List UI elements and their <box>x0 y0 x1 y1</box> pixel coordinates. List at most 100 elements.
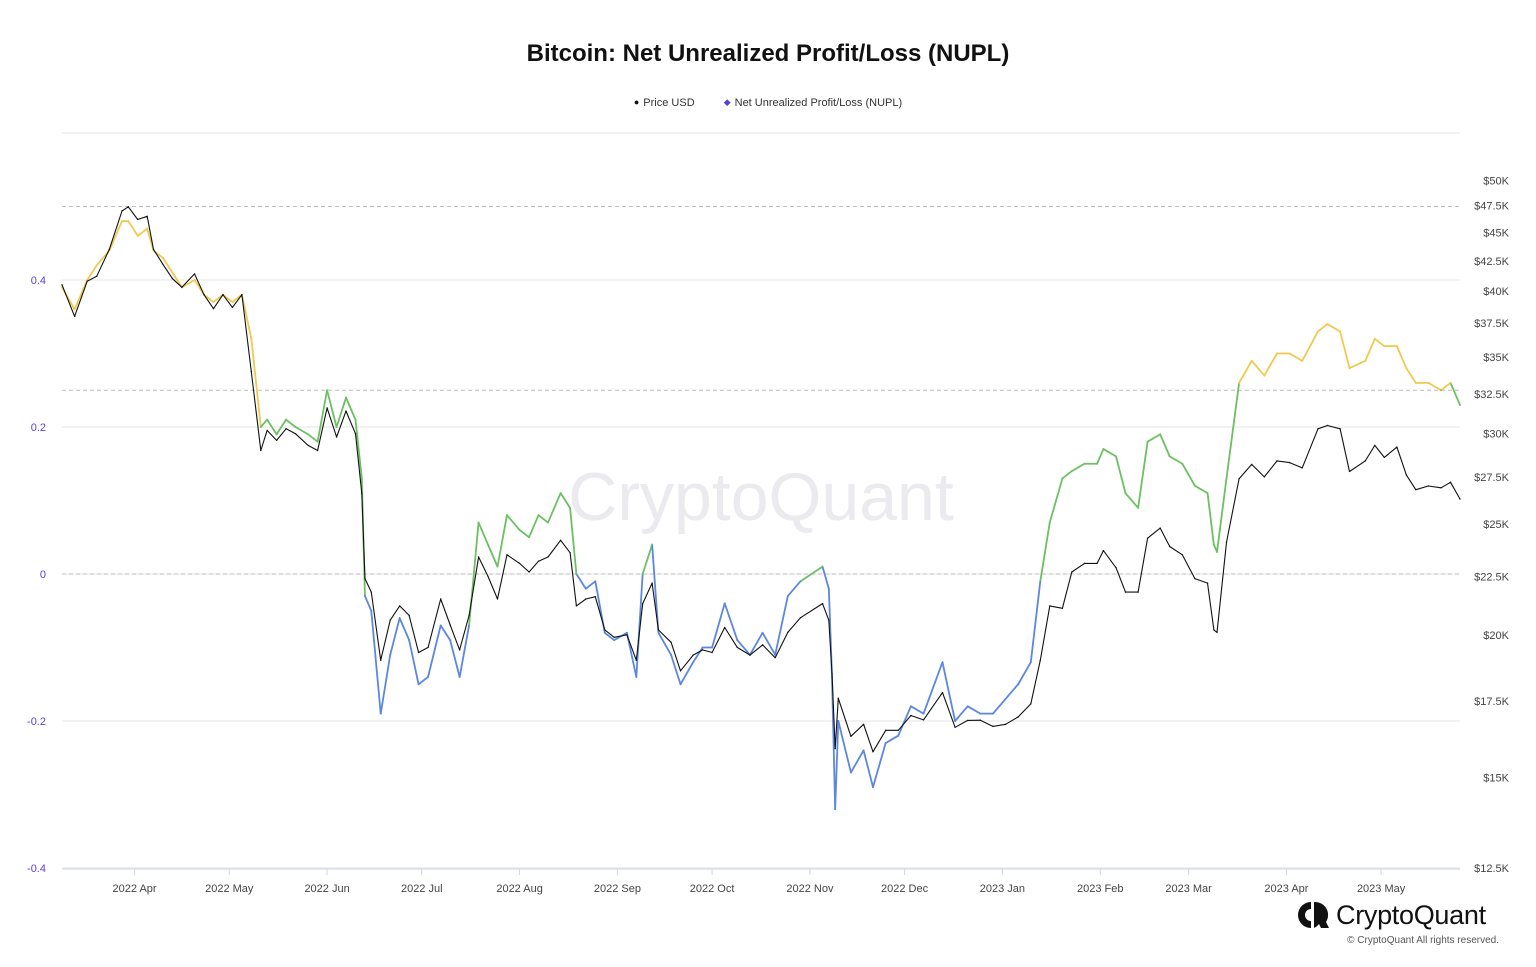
nupl-line-segment <box>1250 359 1266 377</box>
price-point <box>127 206 129 208</box>
nupl-line-segment <box>370 609 382 715</box>
price-point <box>193 273 196 275</box>
price-point <box>275 439 278 442</box>
y-right-tick-label: $22.5K <box>1474 571 1510 583</box>
price-point <box>834 747 836 750</box>
nupl-point <box>670 653 672 656</box>
nupl-point <box>1004 698 1007 700</box>
nupl-line-segment <box>1146 433 1162 443</box>
nupl-line-segment <box>73 279 89 311</box>
nupl-line-segment <box>307 433 319 443</box>
nupl-point <box>146 227 149 230</box>
price-point <box>121 210 123 212</box>
nupl-line-segment <box>736 639 751 656</box>
price-point <box>417 651 420 654</box>
nupl-point <box>559 492 562 495</box>
price-point <box>389 619 391 621</box>
nupl-point <box>1250 359 1253 362</box>
legend-item-price[interactable]: ● Price USD <box>634 97 695 109</box>
price-point <box>967 719 969 722</box>
price-point <box>787 631 789 634</box>
price-point <box>380 659 382 661</box>
nupl-point <box>127 220 130 223</box>
nupl-point <box>193 279 196 281</box>
copyright-text: © CryptoQuant All rights reserved. <box>1347 935 1499 946</box>
x-tick-label: 2023 Feb <box>1077 883 1123 895</box>
nupl-point <box>518 529 521 531</box>
price-point <box>181 286 183 288</box>
price-point <box>831 672 833 675</box>
x-tick-label: 2023 Jan <box>980 883 1025 895</box>
nupl-point <box>1427 382 1430 384</box>
price-point <box>1251 463 1253 466</box>
price-point <box>449 624 451 626</box>
nupl-line-segment <box>1004 683 1020 700</box>
price-point <box>260 449 262 452</box>
nupl-line-segment <box>171 271 183 289</box>
nupl-point <box>799 580 802 583</box>
price-point <box>641 602 644 605</box>
legend-item-nupl[interactable]: ◆ Net Unrealized Profit/Loss (NUPL) <box>724 97 902 109</box>
nupl-line-segment <box>379 653 392 715</box>
nupl-point <box>692 661 695 664</box>
price-point <box>692 654 694 656</box>
nupl-line-segment <box>518 529 530 539</box>
price-point <box>266 429 268 432</box>
nupl-point <box>1348 367 1351 370</box>
price-point <box>910 714 912 717</box>
cryptoquant-logo-icon <box>1298 901 1329 928</box>
price-point <box>559 539 562 541</box>
y-right-tick-label: $35K <box>1483 352 1509 364</box>
y-left-tick-label: 0.4 <box>31 275 46 287</box>
nupl-line-segment <box>1317 323 1329 333</box>
price-point <box>1181 554 1183 556</box>
nupl-point <box>966 705 969 708</box>
nupl-line-segment <box>1181 462 1196 487</box>
nupl-line-segment <box>1216 477 1228 553</box>
price-point <box>1194 577 1196 580</box>
y-left-tick-label: -0.4 <box>27 863 46 875</box>
nupl-line-segment <box>941 661 956 722</box>
nupl-line-segment <box>127 220 139 237</box>
nupl-line-segment <box>834 720 840 811</box>
nupl-line-segment <box>408 639 420 686</box>
price-point <box>1339 428 1341 430</box>
nupl-line-segment <box>670 653 682 686</box>
nupl-point <box>547 521 549 524</box>
nupl-point <box>370 609 373 612</box>
nupl-line-segment <box>364 595 373 612</box>
nupl-line-segment <box>417 676 429 686</box>
x-tick-label: 2023 Apr <box>1264 883 1308 895</box>
nupl-line-segment <box>1096 448 1105 465</box>
price-point <box>137 218 139 221</box>
nupl-line-segment <box>1238 359 1253 384</box>
nupl-line-segment <box>922 661 944 715</box>
nupl-point <box>1146 440 1149 443</box>
price-point <box>761 644 764 646</box>
legend-marker-price: ● <box>633 97 640 107</box>
nupl-point <box>613 639 616 642</box>
price-point <box>850 735 852 738</box>
price-point <box>651 582 653 584</box>
nupl-line-segment <box>786 580 802 597</box>
nupl-point <box>1225 477 1228 480</box>
nupl-point <box>1373 337 1376 340</box>
price-point <box>537 560 540 562</box>
nupl-point <box>909 705 912 708</box>
nupl-line-segment <box>1137 440 1149 509</box>
price-point <box>1124 591 1127 593</box>
nupl-point <box>231 301 234 303</box>
nupl-point <box>1449 382 1452 384</box>
price-point <box>724 626 726 629</box>
nupl-point <box>1263 374 1266 377</box>
price-point <box>1030 703 1032 705</box>
nupl-point <box>736 639 739 642</box>
x-tick-label: 2022 Nov <box>786 883 834 895</box>
price-point <box>922 719 925 721</box>
nupl-line-segment <box>966 705 982 715</box>
x-tick-label: 2023 Mar <box>1165 883 1212 895</box>
price-point <box>657 629 660 631</box>
price-point <box>1415 488 1417 491</box>
price-point <box>496 598 499 600</box>
y-right-tick-label: $37.5K <box>1474 318 1510 330</box>
